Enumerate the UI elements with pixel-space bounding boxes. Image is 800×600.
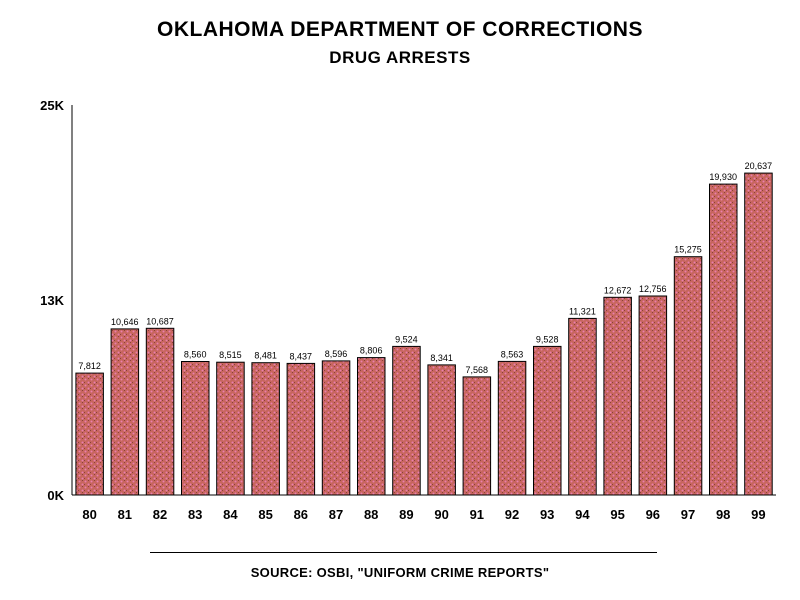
bar-value-label: 8,437 [290, 351, 313, 361]
bar-value-label: 8,481 [254, 351, 277, 361]
bar-value-label: 8,563 [501, 349, 524, 359]
bars-layer: 7,812 10,646 10,687 8,560 8,515 8,481 8,437 8,5… [75, 161, 773, 496]
bar-value-label: 11,321 [569, 306, 596, 316]
bar-96 [638, 295, 668, 496]
bar-90 [427, 364, 456, 496]
x-tick-label: 88 [364, 507, 378, 522]
bar-value-label: 8,341 [430, 353, 453, 363]
bar-value-label: 8,515 [219, 350, 242, 360]
bar-value-label: 15,275 [674, 245, 702, 255]
bar-84 [216, 361, 245, 496]
x-tick-label: 96 [646, 507, 660, 522]
bar-value-label: 20,637 [745, 161, 773, 171]
y-tick-label: 25K [40, 98, 64, 113]
x-tick-label: 80 [82, 507, 96, 522]
bar-value-label: 10,687 [146, 316, 174, 326]
source-divider [150, 552, 657, 553]
bar-98 [709, 183, 738, 496]
bar-86 [286, 362, 316, 496]
x-tick-label: 99 [751, 507, 765, 522]
x-tick-label: 89 [399, 507, 413, 522]
bar-93 [533, 345, 562, 496]
bar-value-label: 8,806 [360, 346, 383, 356]
x-tick-label: 81 [118, 507, 132, 522]
x-tick-label: 91 [470, 507, 484, 522]
bar-85 [251, 362, 280, 496]
bar-92 [497, 360, 527, 496]
x-tick-label: 87 [329, 507, 343, 522]
bar-value-label: 19,930 [709, 172, 737, 182]
bar-value-label: 7,812 [78, 361, 101, 371]
x-tick-label: 94 [575, 507, 590, 522]
bar-83 [181, 361, 210, 496]
bar-value-label: 7,568 [466, 365, 489, 375]
bar-value-label: 10,646 [111, 317, 139, 327]
bar-82 [145, 327, 175, 496]
axes-layer: 80 81 82 83 84 85 86 87 88 89 90 91 92 93 94 95 96 97 98 99… [40, 98, 776, 522]
x-tick-label: 84 [223, 507, 238, 522]
x-tick-label: 93 [540, 507, 554, 522]
bar-91 [462, 376, 492, 496]
y-tick-label: 0K [47, 488, 64, 503]
source-note: SOURCE: OSBI, "UNIFORM CRIME REPORTS" [250, 565, 550, 580]
bar-value-label: 9,528 [536, 334, 559, 344]
x-tick-label: 86 [294, 507, 308, 522]
bar-value-label: 9,524 [395, 334, 418, 344]
x-tick-label: 85 [258, 507, 272, 522]
y-tick-label: 13K [40, 293, 64, 308]
x-tick-label: 98 [716, 507, 730, 522]
x-tick-label: 95 [610, 507, 624, 522]
x-tick-label: 83 [188, 507, 202, 522]
bar-80 [75, 372, 104, 496]
bar-87 [321, 360, 351, 496]
bar-94 [568, 317, 597, 496]
x-tick-label: 92 [505, 507, 519, 522]
x-tick-label: 97 [681, 507, 695, 522]
x-tick-label: 82 [153, 507, 167, 522]
x-tick-label: 90 [434, 507, 448, 522]
bar-value-label: 8,596 [325, 349, 348, 359]
chart-title: OKLAHOMA DEPARTMENT OF CORRECTIONS [157, 18, 643, 41]
bar-value-label: 12,756 [639, 284, 667, 294]
bar-95 [603, 296, 632, 496]
bar-81 [110, 328, 140, 496]
bar-89 [392, 345, 421, 496]
bar-value-label: 12,672 [604, 285, 632, 295]
bar-88 [357, 357, 386, 496]
bar-99 [744, 172, 773, 496]
chart-subtitle: DRUG ARRESTS [329, 48, 471, 67]
bar-value-label: 8,560 [184, 350, 207, 360]
bar-97 [673, 256, 703, 496]
